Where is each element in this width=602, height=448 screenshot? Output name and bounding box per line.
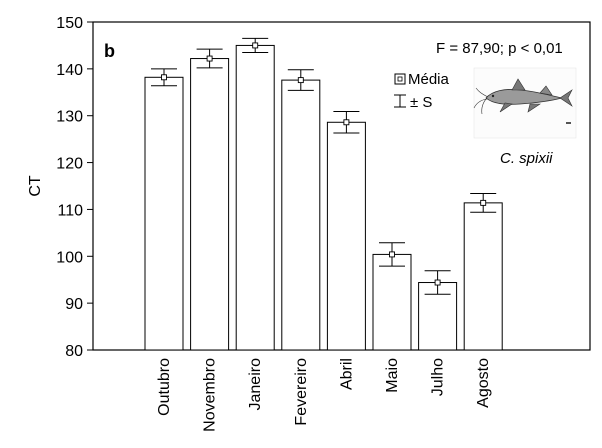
mean-marker (161, 74, 167, 81)
mean-marker (389, 251, 395, 258)
bar (235, 44, 275, 351)
mean-marker (297, 77, 304, 84)
panel-letter: b (104, 41, 115, 61)
x-category-label: Outubro (156, 358, 173, 416)
y-tick-label: 130 (56, 109, 83, 126)
mean-marker (343, 119, 350, 126)
fish-illustration-icon (473, 67, 577, 139)
y-tick-label: 120 (56, 156, 83, 173)
y-tick-label: 140 (56, 62, 83, 79)
legend-mean-icon (394, 73, 406, 85)
mean-marker (252, 42, 259, 49)
x-axis-labels: Outubro Novembro Janeiro Fevereiro Abril Maio… (156, 358, 492, 432)
y-tick-label: 80 (65, 343, 83, 360)
y-axis: 80 90 100 110 120 130 140 150 (56, 15, 93, 360)
bar (463, 202, 503, 351)
legend-sd-icon (394, 94, 406, 108)
stat-annotation: F = 87,90; p < 0,01 (436, 40, 563, 57)
y-tick-label: 90 (65, 296, 83, 313)
mean-marker (434, 279, 441, 286)
mean-marker (480, 199, 487, 206)
y-tick-label: 100 (56, 249, 83, 266)
x-category-label: Julho (430, 358, 447, 396)
mean-marker (206, 55, 213, 62)
legend-mean-label: Média (408, 71, 450, 88)
legend-sd-label: ± S (410, 94, 432, 111)
x-category-label: Agosto (475, 358, 492, 408)
x-category-label: Fevereiro (293, 358, 310, 426)
x-category-label: Maio (384, 358, 401, 393)
y-tick-label: 150 (56, 15, 83, 32)
y-tick-label: 110 (57, 202, 83, 219)
legend-mean-icon-dot (397, 76, 403, 82)
bar (326, 121, 366, 351)
x-category-label: Abril (338, 358, 355, 390)
bar (281, 79, 321, 351)
legend: Média ± S (394, 71, 450, 111)
x-category-label: Janeiro (247, 358, 264, 411)
bar (190, 58, 230, 351)
bar (144, 76, 184, 351)
x-category-label: Novembro (202, 358, 219, 432)
bar (372, 253, 412, 351)
y-axis-title: CT (27, 175, 44, 197)
bars-group (144, 37, 503, 351)
species-label: C. spixii (500, 150, 553, 167)
